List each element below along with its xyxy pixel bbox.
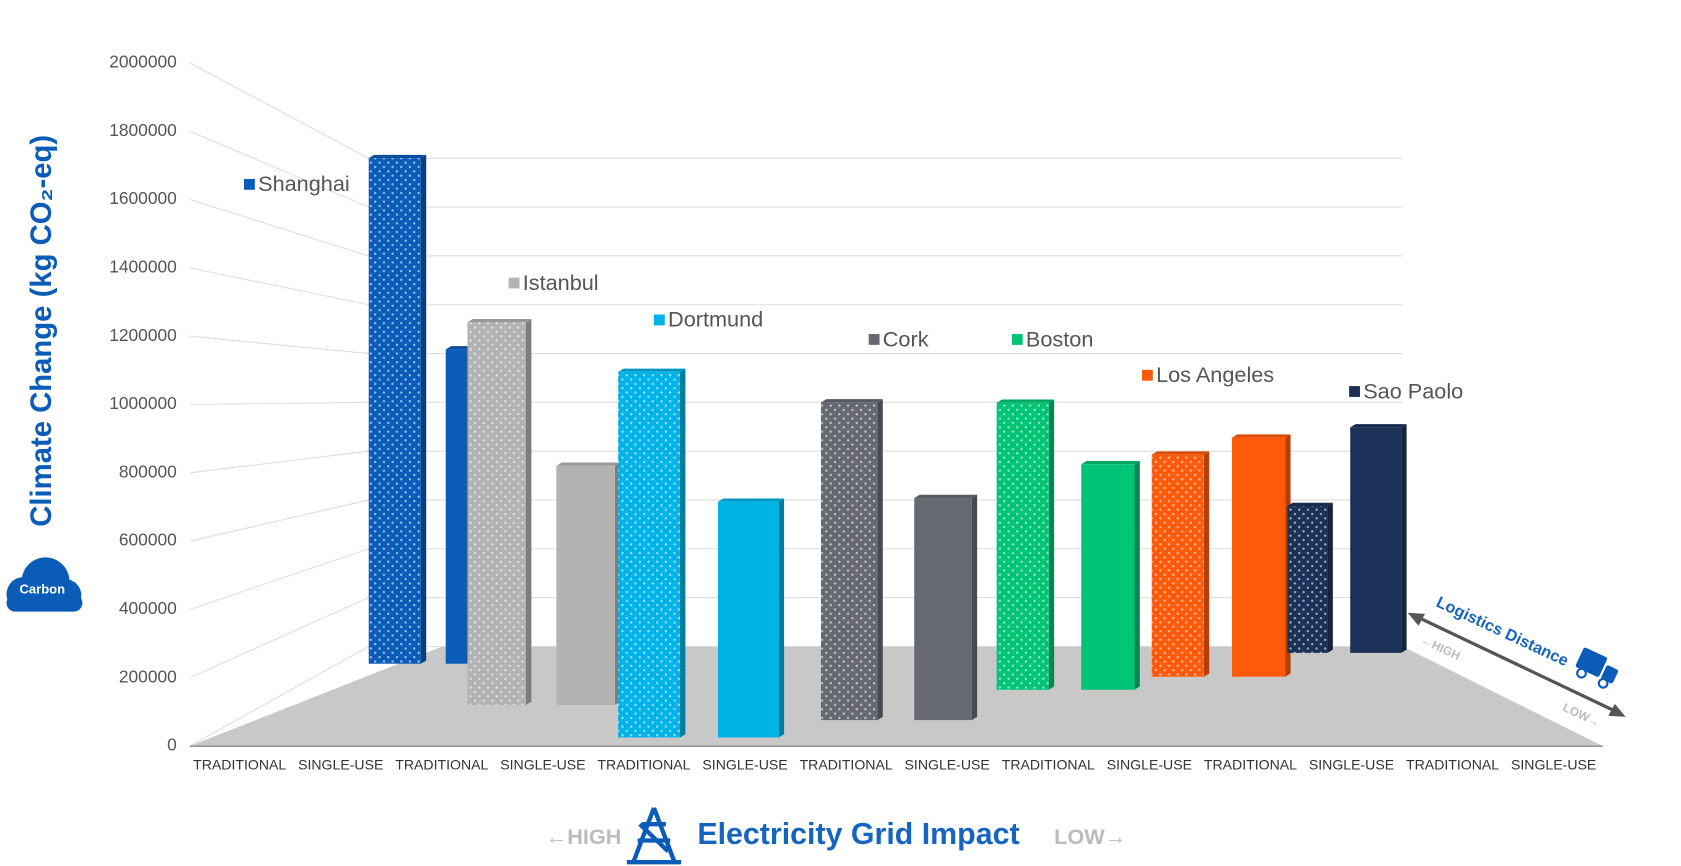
- y-tick-label: 1800000: [109, 120, 177, 140]
- bar-side: [1203, 451, 1210, 677]
- bar-side: [679, 368, 686, 738]
- bar: [1081, 464, 1135, 690]
- x-label-right: LOW→: [1054, 824, 1126, 849]
- bar-top: [717, 498, 785, 502]
- x-label-left: ←HIGH: [546, 824, 622, 849]
- legend-swatch: [244, 178, 255, 190]
- legend-label: Shanghai: [258, 171, 350, 196]
- x-tick-label: SINGLE-USE: [298, 756, 383, 772]
- truck-icon: [1575, 647, 1619, 689]
- legend-label: Istanbul: [523, 270, 599, 295]
- legend-swatch: [653, 314, 665, 326]
- labels: Shanghai Istanbul Dortmund Cork Boston Los An…: [244, 171, 1463, 403]
- y-tick-label: 600000: [119, 530, 177, 550]
- legend-label: Los Angeles: [1156, 362, 1274, 387]
- legend-swatch: [1141, 369, 1153, 381]
- bar-top: [1151, 451, 1210, 455]
- bar-top: [1231, 434, 1291, 438]
- bar-side: [1048, 399, 1055, 690]
- bar-top: [467, 319, 532, 323]
- x-tick-label: TRADITIONAL: [193, 756, 286, 772]
- x-tick-label: SINGLE-USE: [500, 756, 585, 772]
- y-tick-label: 0: [167, 735, 177, 755]
- y-tick-label: 2000000: [109, 51, 177, 71]
- bar: [1231, 437, 1286, 677]
- x-tick-label: TRADITIONAL: [597, 756, 690, 772]
- bar-top: [820, 399, 883, 403]
- bar: [717, 501, 779, 738]
- bar: [1151, 454, 1204, 677]
- bar-side: [420, 154, 427, 664]
- y-tick-label: 1200000: [109, 325, 177, 345]
- tower-icon: [626, 807, 682, 865]
- bar: [467, 322, 526, 705]
- bar-top: [556, 462, 621, 466]
- y-tick-label: 400000: [119, 598, 177, 618]
- legend-swatch: [868, 334, 880, 345]
- depth-arrow: [1407, 612, 1626, 717]
- y-tick-label: 200000: [119, 666, 177, 686]
- x-tick-label: SINGLE-USE: [702, 756, 787, 772]
- y-tick-label: 1600000: [109, 188, 177, 208]
- bar: [556, 465, 615, 705]
- cloud-icon: Carbon: [6, 557, 83, 612]
- bar-top: [368, 154, 427, 159]
- grid-line: [189, 62, 1403, 159]
- legend-label: Dortmund: [668, 307, 763, 332]
- bar: [445, 349, 467, 664]
- x-tick-label: SINGLE-USE: [1309, 756, 1394, 772]
- y-tick-label: 800000: [119, 461, 177, 481]
- bar-side: [1134, 461, 1140, 690]
- icon-label: Carbon: [20, 581, 66, 596]
- x-tick-label: TRADITIONAL: [800, 756, 893, 772]
- bar-top: [1350, 424, 1407, 428]
- x-tick-label: TRADITIONAL: [1406, 756, 1499, 772]
- bar: [996, 402, 1049, 690]
- bar-side: [1327, 502, 1333, 653]
- bar-side: [1401, 424, 1407, 653]
- x-tick-label: TRADITIONAL: [1204, 756, 1297, 772]
- x-tick-label: TRADITIONAL: [395, 756, 488, 772]
- legend-label: Sao Paolo: [1363, 378, 1463, 403]
- bar-side: [971, 494, 978, 721]
- bar-top: [1081, 461, 1140, 465]
- legend-swatch: [1011, 334, 1023, 345]
- bar: [820, 402, 878, 721]
- x-tick-label: SINGLE-USE: [1107, 756, 1192, 772]
- x-tick-label: SINGLE-USE: [1511, 756, 1596, 772]
- y-axis-title: Climate Change (kg CO₂-eq): [25, 135, 58, 527]
- bar-top: [618, 368, 686, 372]
- bar-top: [996, 399, 1055, 403]
- bars: [368, 154, 1407, 738]
- bar-top: [1287, 502, 1333, 506]
- y-tick-label: 1400000: [109, 256, 177, 276]
- depth-low: LOW→: [1561, 700, 1603, 729]
- legend-swatch: [1349, 386, 1360, 397]
- legend-label: Cork: [883, 326, 929, 351]
- x-tick-label: SINGLE-USE: [905, 756, 990, 772]
- bar: [1287, 505, 1328, 653]
- bar-top: [914, 494, 978, 499]
- legend-label: Boston: [1026, 326, 1093, 351]
- bar-top: [445, 346, 472, 350]
- x-tick-label: TRADITIONAL: [1002, 756, 1095, 772]
- bar: [1350, 427, 1402, 653]
- bar: [368, 158, 421, 664]
- y-tick-label: 1000000: [109, 393, 177, 413]
- legend-swatch: [508, 277, 520, 289]
- x-axis-title: Electricity Grid Impact: [697, 818, 1019, 851]
- bar-side: [525, 319, 532, 705]
- plot: Climate Change (kg CO₂-eq) Carbon ←HIGH …: [6, 51, 1626, 865]
- bar-side: [877, 399, 883, 721]
- bar-side: [778, 498, 785, 738]
- bar: [618, 371, 680, 738]
- bar: [914, 498, 972, 721]
